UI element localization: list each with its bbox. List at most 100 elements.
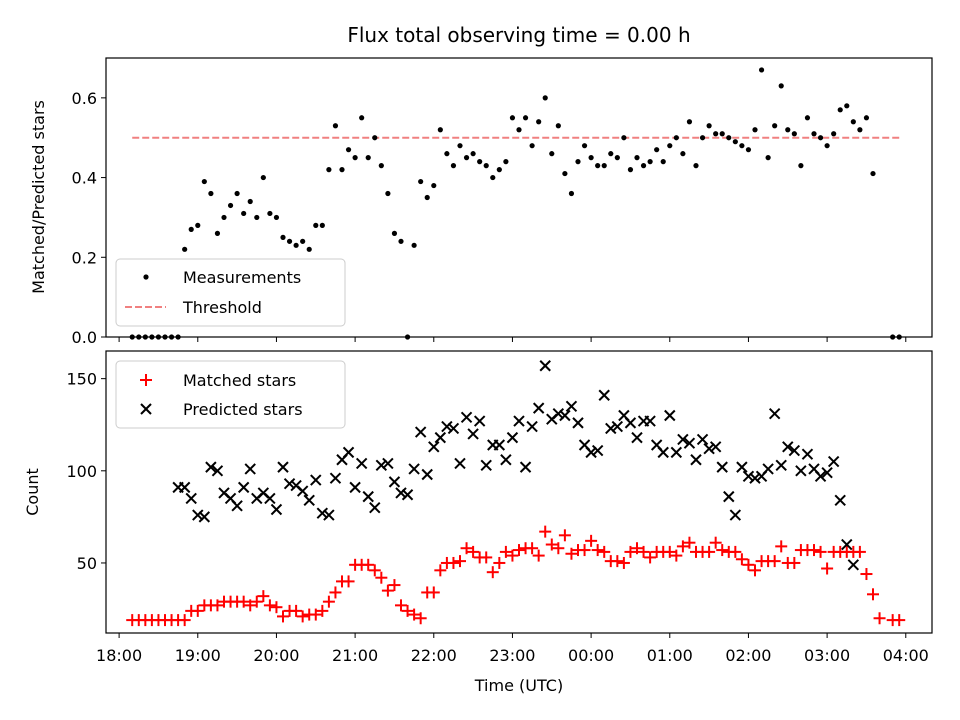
measurement-point (614, 155, 620, 161)
predicted-point (349, 481, 361, 494)
predicted-point (460, 411, 473, 424)
measurement-point (621, 135, 627, 141)
measurement-point (857, 127, 863, 133)
matched-point (545, 538, 558, 551)
measurement-point (785, 127, 791, 133)
predicted-point (591, 444, 604, 457)
predicted-point (644, 415, 656, 427)
measurement-point (758, 67, 765, 73)
measurement-point (772, 123, 778, 129)
predicted-point (762, 463, 774, 475)
x-tick-label: 03:00 (804, 646, 850, 665)
predicted-point (329, 472, 342, 484)
measurement-point (824, 143, 830, 149)
measurement-point (254, 214, 260, 221)
measurement-point (372, 135, 378, 141)
legend-predicted-marker (140, 403, 152, 415)
predicted-point (552, 407, 565, 420)
matched-point (637, 545, 650, 558)
matched-point (749, 564, 761, 577)
matched-point (526, 542, 539, 555)
predicted-point (526, 420, 538, 433)
measurement-point (286, 238, 293, 244)
measurement-point (739, 143, 745, 149)
x-tick-label: 23:00 (489, 646, 535, 665)
measurement-point (503, 159, 509, 165)
predicted-point (355, 457, 368, 470)
measurement-point (477, 159, 483, 165)
matched-point (873, 612, 886, 625)
measurement-point (509, 115, 516, 121)
measurement-point (798, 163, 804, 169)
measurement-point (601, 163, 607, 169)
measurement-point (555, 123, 561, 129)
measurement-point (752, 127, 758, 133)
legend-measurements-marker (143, 274, 149, 280)
matched-point (277, 610, 289, 623)
ratio-legend: Measurements Threshold (115, 258, 346, 327)
matched-point (316, 604, 329, 617)
ratio-legend-box (115, 258, 346, 327)
matched-point (716, 544, 729, 557)
matched-point (467, 545, 480, 558)
measurement-point (536, 119, 542, 125)
predicted-point (447, 422, 460, 435)
measurement-point (273, 214, 280, 221)
predicted-point (211, 465, 224, 477)
measurement-point (234, 190, 240, 197)
predicted-point (657, 446, 669, 459)
matched-point (893, 614, 906, 627)
legend-predicted-label: Predicted stars (183, 400, 303, 419)
matched-point (532, 549, 545, 562)
matched-point (480, 551, 493, 564)
measurement-point (549, 151, 555, 157)
measurement-point (424, 194, 430, 201)
matched-point (703, 545, 716, 558)
measurement-point (778, 83, 784, 89)
measurement-point (398, 238, 404, 244)
measurement-point (431, 182, 437, 189)
matched-point (447, 556, 460, 569)
y-tick-label: 0.0 (72, 328, 97, 347)
measurement-point (660, 159, 666, 165)
matched-point (329, 586, 342, 599)
measurement-point (365, 155, 371, 161)
measurement-point (378, 163, 384, 169)
count-y-ticks: 50 100 150 (66, 370, 106, 573)
matched-point (178, 614, 191, 627)
predicted-point (428, 441, 440, 453)
matched-point (290, 604, 303, 617)
measurement-point (208, 190, 214, 197)
measurement-point (319, 222, 325, 228)
measurement-point (713, 131, 719, 137)
measurement-point (221, 214, 227, 221)
predicted-point (795, 465, 807, 477)
measurement-point (673, 135, 679, 141)
matched-point (558, 529, 571, 542)
matched-point (644, 551, 657, 564)
ratio-x-ticks (118, 337, 907, 342)
predicted-point (283, 477, 296, 490)
predicted-point (185, 492, 197, 505)
ratio-panel: 0.0 0.2 0.4 0.6 Matched/Predicted stars Mea… (29, 57, 933, 347)
matched-point (624, 545, 637, 558)
count-panel: 50 100 150 18:00 19:00 20:00 21:00 22:00 23:00 0… (23, 350, 933, 695)
ratio-y-axis-label: Matched/Predicted stars (29, 100, 48, 294)
x-tick-label: 19:00 (175, 646, 221, 665)
predicted-point (473, 415, 486, 427)
matched-point (263, 599, 276, 612)
x-tick-label: 01:00 (647, 646, 693, 665)
measurement-point (844, 103, 850, 109)
matched-point (257, 590, 270, 603)
measurement-point (444, 151, 450, 157)
matched-point (742, 558, 755, 571)
predicted-point (441, 420, 453, 433)
matched-point (499, 545, 512, 558)
matched-point (342, 575, 355, 588)
measurement-point (588, 155, 594, 161)
measurement-point (732, 139, 738, 145)
ratio-y-ticks: 0.0 0.2 0.4 0.6 (72, 89, 106, 347)
matched-point (237, 595, 250, 608)
measurement-point (293, 242, 299, 248)
predicted-point (631, 431, 643, 444)
